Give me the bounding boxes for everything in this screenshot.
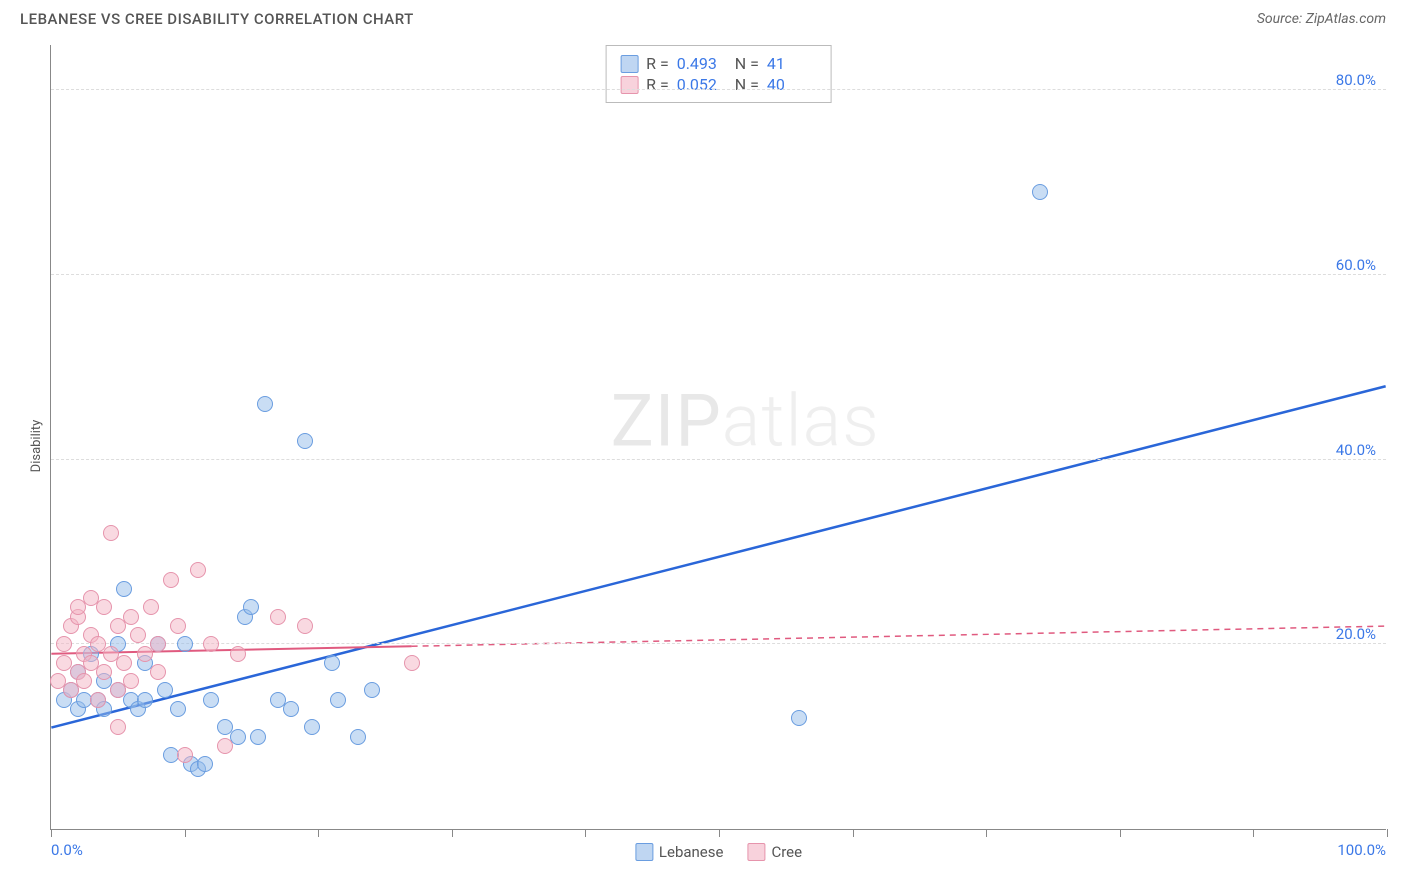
- stat-n-label: N =: [735, 75, 759, 94]
- data-point: [230, 729, 246, 745]
- data-point: [177, 747, 193, 763]
- data-point: [1032, 184, 1048, 200]
- stats-row: R = 0.052 N = 40: [620, 75, 817, 94]
- stat-r-label: R =: [646, 54, 669, 73]
- data-point: [297, 618, 313, 634]
- data-point: [203, 636, 219, 652]
- data-point: [96, 664, 112, 680]
- data-point: [190, 562, 206, 578]
- data-point: [791, 710, 807, 726]
- x-tick: [1120, 829, 1121, 837]
- data-point: [110, 719, 126, 735]
- stat-n-label: N =: [735, 54, 759, 73]
- data-point: [123, 673, 139, 689]
- x-tick: [1253, 829, 1254, 837]
- data-point: [304, 719, 320, 735]
- legend-label: Lebanese: [659, 843, 724, 861]
- gridline: [51, 274, 1386, 275]
- data-point: [150, 636, 166, 652]
- data-point: [170, 701, 186, 717]
- plot-area: ZIPatlas R =0.493N =41R =0.052N =40 Leba…: [50, 45, 1386, 830]
- stat-r-label: R =: [646, 75, 669, 94]
- data-point: [163, 572, 179, 588]
- data-point: [324, 655, 340, 671]
- data-point: [404, 655, 420, 671]
- y-tick-label: 20.0%: [1336, 625, 1376, 643]
- legend-item: Cree: [747, 843, 802, 861]
- data-point: [283, 701, 299, 717]
- bottom-legend: Lebanese Cree: [635, 843, 802, 861]
- y-tick-label: 40.0%: [1336, 441, 1376, 459]
- legend-swatch: [747, 843, 765, 861]
- data-point: [130, 627, 146, 643]
- source-attribution: Source: ZipAtlas.com: [1257, 11, 1386, 27]
- data-point: [116, 655, 132, 671]
- data-point: [177, 636, 193, 652]
- x-tick-label: 100.0%: [1337, 841, 1386, 859]
- data-point: [123, 609, 139, 625]
- data-point: [364, 682, 380, 698]
- data-point: [250, 729, 266, 745]
- data-point: [297, 433, 313, 449]
- stats-row: R = 0.493 N = 41: [620, 54, 817, 73]
- chart-title: LEBANESE VS CREE DISABILITY CORRELATION …: [20, 10, 414, 28]
- x-tick: [318, 829, 319, 837]
- data-point: [217, 738, 233, 754]
- data-point: [270, 609, 286, 625]
- x-tick: [853, 829, 854, 837]
- x-tick: [51, 829, 52, 837]
- data-point: [116, 581, 132, 597]
- x-tick: [986, 829, 987, 837]
- x-tick: [185, 829, 186, 837]
- legend-swatch: [635, 843, 653, 861]
- data-point: [56, 636, 72, 652]
- legend-swatch: [620, 55, 638, 73]
- data-point: [330, 692, 346, 708]
- stats-box: R = 0.493 N = 41 R = 0.052 N = 40: [605, 45, 832, 103]
- data-point: [90, 692, 106, 708]
- x-tick: [1387, 829, 1388, 837]
- gridline: [51, 643, 1386, 644]
- y-tick-label: 60.0%: [1336, 256, 1376, 274]
- x-tick-label: 0.0%: [51, 841, 83, 859]
- data-point: [103, 525, 119, 541]
- data-point: [137, 692, 153, 708]
- data-point: [76, 673, 92, 689]
- data-point: [197, 756, 213, 772]
- legend-label: Cree: [771, 843, 802, 861]
- gridline: [51, 459, 1386, 460]
- x-tick: [452, 829, 453, 837]
- stat-r-value: 0.052: [677, 75, 727, 94]
- data-point: [150, 664, 166, 680]
- x-tick: [719, 829, 720, 837]
- stat-n-value: 40: [767, 75, 817, 94]
- data-point: [143, 599, 159, 615]
- legend-item: Lebanese: [635, 843, 724, 861]
- stat-r-value: 0.493: [677, 54, 727, 73]
- gridline: [51, 89, 1386, 90]
- data-point: [170, 618, 186, 634]
- y-axis-label: Disability: [29, 420, 44, 473]
- header: LEBANESE VS CREE DISABILITY CORRELATION …: [0, 0, 1406, 28]
- y-tick-label: 80.0%: [1336, 71, 1376, 89]
- data-point: [203, 692, 219, 708]
- data-point: [157, 682, 173, 698]
- data-point: [257, 396, 273, 412]
- data-point: [96, 599, 112, 615]
- data-point: [243, 599, 259, 615]
- trend-lines: [51, 45, 1386, 829]
- legend-swatch: [620, 76, 638, 94]
- data-point: [230, 646, 246, 662]
- x-tick: [585, 829, 586, 837]
- watermark: ZIPatlas: [611, 379, 880, 464]
- data-point: [350, 729, 366, 745]
- stat-n-value: 41: [767, 54, 817, 73]
